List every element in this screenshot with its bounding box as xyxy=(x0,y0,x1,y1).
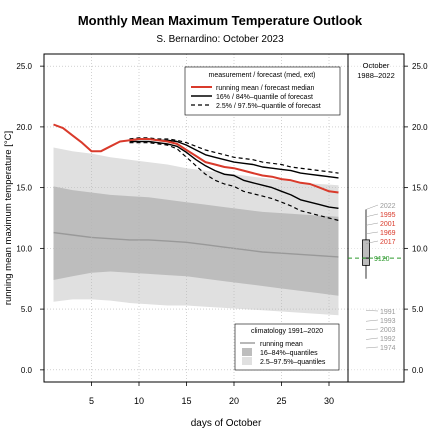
y-tick-label-right-10: 10.0 xyxy=(412,244,428,253)
warm-year-leader-2022 xyxy=(365,204,379,210)
legend-clim-q16-84-box xyxy=(242,348,252,356)
warm-year-label-1969: 1969 xyxy=(380,230,396,237)
side-panel: October 1988–2022 9120 2022 1995 2001 1969 20… xyxy=(348,61,404,352)
legend-clim-q16-84-label: 16–84%–quantiles xyxy=(260,350,318,357)
warm-year-leader-2017 xyxy=(365,240,379,244)
chart-title: Monthly Mean Maximum Temperature Outlook xyxy=(78,13,363,28)
legend-median-label: running mean / forecast median xyxy=(216,85,315,92)
climatology-layer xyxy=(53,147,339,316)
warm-year-label-2022: 2022 xyxy=(380,203,396,210)
x-axis-label: days of October xyxy=(191,418,262,429)
x-tick-label-30: 30 xyxy=(324,396,334,406)
side-panel-title-years: 1988–2022 xyxy=(357,71,395,80)
climatology-legend-box xyxy=(234,323,340,371)
warm-year-label-2001: 2001 xyxy=(380,221,396,228)
cold-year-leader-2003 xyxy=(365,328,379,331)
forecast-q16-line xyxy=(129,140,339,209)
cold-year-label-1974: 1974 xyxy=(380,345,396,352)
measurement-legend-box xyxy=(184,66,341,116)
y-tick-label-right-25: 25.0 xyxy=(412,62,428,71)
current-value-label: 9120 xyxy=(374,256,390,263)
side-panel-title-month: October xyxy=(363,61,390,70)
axes-layer: 5 10 15 20 25 30 0.0 0.0 5.0 5.0 10.0 10.0 15.0 15.0 2… xyxy=(16,62,428,406)
legend-q16-84-label: 16% / 84%–quantile of forecast xyxy=(216,94,313,101)
y-tick-label-right-0: 0.0 xyxy=(412,366,424,375)
legend-q2-97-label: 2.5% / 97.5%–quantile of forecast xyxy=(216,103,321,110)
legend-clim-q2-97-box xyxy=(242,357,252,365)
cold-year-leader-1993 xyxy=(365,319,379,322)
y-tick-label-left-20: 20.0 xyxy=(16,123,32,132)
legend-clim-mean-label: running mean xyxy=(260,341,303,348)
warm-year-label-1995: 1995 xyxy=(380,212,396,219)
measurement-legend-title: measurement / forecast (med, ext) xyxy=(209,72,316,79)
y-tick-label-left-15: 15.0 xyxy=(16,184,32,193)
warm-year-leader-1995 xyxy=(365,213,379,218)
climatology-band-16-84 xyxy=(53,186,339,296)
x-tick-label-10: 10 xyxy=(134,396,144,406)
x-tick-label-15: 15 xyxy=(181,396,191,406)
y-tick-label-right-5: 5.0 xyxy=(412,305,424,314)
climatology-running-mean-line xyxy=(53,231,339,258)
climatology-legend-title: climatology 1991–2020 xyxy=(251,328,323,335)
legend-clim-q2-97-label: 2.5–97.5%–quantiles xyxy=(260,359,326,366)
running-mean-forecast-median-line xyxy=(53,123,339,194)
y-tick-label-left-10: 10.0 xyxy=(16,244,32,253)
y-axis-label: running mean maximum temperature [°C] xyxy=(3,131,14,305)
cold-year-label-2003: 2003 xyxy=(380,327,396,334)
forecast-q2-5-line xyxy=(129,142,339,221)
y-tick-label-left-0: 0.0 xyxy=(21,366,33,375)
cold-year-label-1991: 1991 xyxy=(380,309,396,316)
warm-year-label-2017: 2017 xyxy=(380,239,396,246)
y-tick-label-left-5: 5.0 xyxy=(21,305,33,314)
measurement-legend: measurement / forecast (med, ext) runnin… xyxy=(184,66,341,116)
cold-year-leader-1991 xyxy=(365,310,379,312)
y-tick-label-right-20: 20.0 xyxy=(412,123,428,132)
warm-year-leader-1969 xyxy=(365,231,379,235)
forecast-layer xyxy=(53,123,339,221)
warm-year-leader-2001 xyxy=(365,222,379,226)
x-tick-label-20: 20 xyxy=(229,396,239,406)
chart-subtitle: S. Bernardino: October 2023 xyxy=(156,34,284,45)
cold-year-label-1993: 1993 xyxy=(380,318,396,325)
forecast-q97-5-line xyxy=(129,137,339,174)
x-tick-label-25: 25 xyxy=(276,396,286,406)
side-box xyxy=(362,239,370,266)
y-tick-label-right-15: 15.0 xyxy=(412,184,428,193)
x-tick-label-5: 5 xyxy=(89,396,94,406)
climatology-legend: climatology 1991–2020 running mean 16–84… xyxy=(234,323,340,371)
cold-year-leader-1992 xyxy=(365,337,379,340)
y-tick-label-left-25: 25.0 xyxy=(16,62,32,71)
cold-year-label-1992: 1992 xyxy=(380,336,396,343)
side-panel-marks: 9120 2022 1995 2001 1969 2017 1991 1993 2003 1992… xyxy=(348,203,404,352)
side-panel-border xyxy=(347,53,405,383)
cold-year-leader-1974 xyxy=(365,346,379,349)
